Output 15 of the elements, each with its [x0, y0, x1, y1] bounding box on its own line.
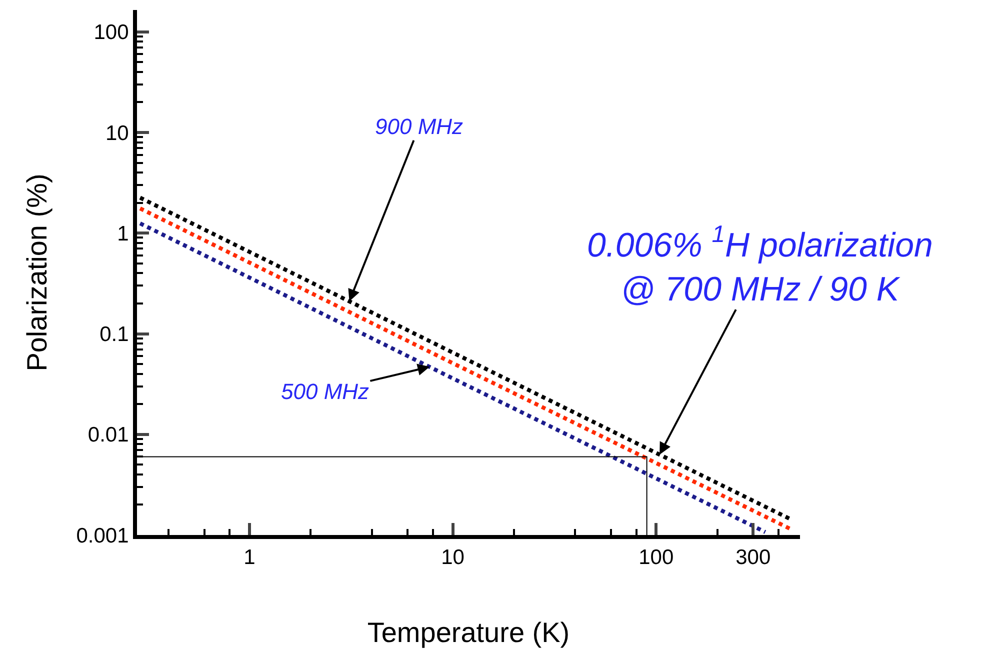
y-tick-label: 100 — [94, 21, 129, 44]
y-tick-label: 10 — [105, 122, 129, 145]
y-tick-label: 0.01 — [88, 424, 129, 447]
x-tick-label: 10 — [441, 546, 464, 570]
x-tick-label: 100 — [638, 546, 674, 570]
y-tick-label: 0.1 — [100, 323, 129, 346]
x-tick-label: 300 — [736, 546, 771, 570]
y-axis-title: Polarization (%) — [21, 174, 52, 372]
annotation: 0.006% $^{1}$H polarization @ 700 MHz / 90 K — [587, 221, 933, 308]
y-tick-label: 0.001 — [76, 524, 129, 548]
x-axis-title: Temperature (K) — [367, 616, 570, 648]
x-tick-label: 1 — [244, 546, 256, 570]
annotation: 900 MHz — [375, 114, 464, 139]
annotation: 500 MHz — [281, 379, 370, 404]
y-tick-label: 1 — [117, 222, 129, 246]
